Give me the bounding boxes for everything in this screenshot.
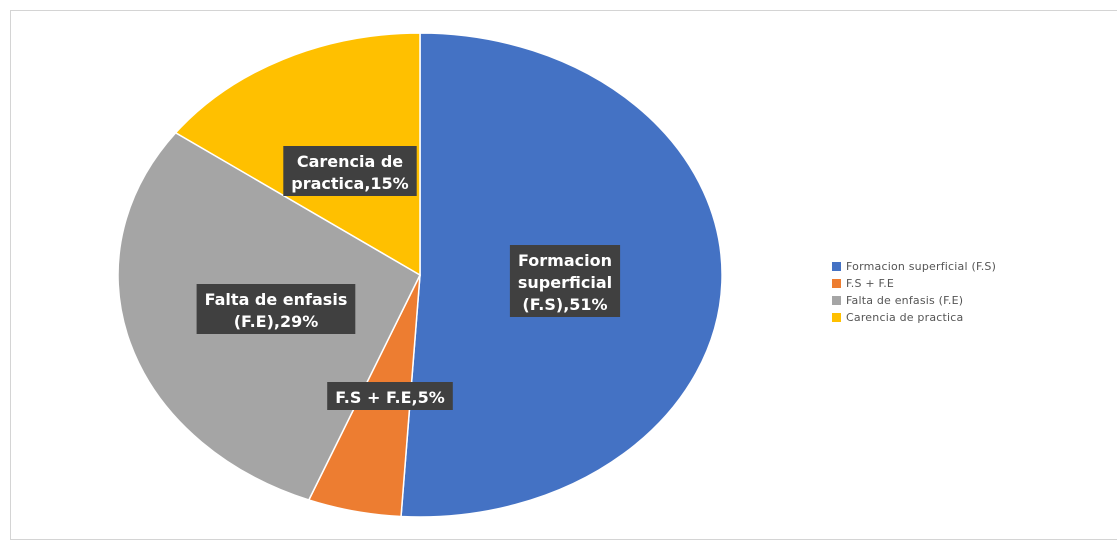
legend-label: Formacion superficial (F.S) <box>846 260 997 273</box>
data-label-box <box>196 284 356 334</box>
legend-swatch <box>832 262 841 271</box>
legend-item-fs-fe: F.S + F.E <box>832 276 1117 291</box>
pie-slices <box>117 32 723 518</box>
data-label-box <box>283 146 417 196</box>
legend-item-formacion-superficial: Formacion superficial (F.S) <box>832 259 1117 274</box>
chart-legend: Formacion superficial (F.S) F.S + F.E Fa… <box>832 259 1117 325</box>
pie-chart: Formacion superficial (F.S),51% F.S + F.E,5… <box>117 32 723 518</box>
data-label-line: superficial <box>518 273 612 292</box>
legend-item-falta-de-enfasis: Falta de enfasis (F.E) <box>832 293 1117 308</box>
data-label-3: Carencia de practica,15% <box>283 146 417 196</box>
legend-label: Carencia de practica <box>846 311 964 324</box>
data-label-box <box>509 245 621 317</box>
data-label-line: Carencia de <box>297 152 403 171</box>
legend-label: F.S + F.E <box>846 277 895 290</box>
data-label-line: Formacion <box>518 251 612 270</box>
data-label-line: (F.S),51% <box>522 295 607 314</box>
data-label-1: F.S + F.E,5% <box>327 382 453 410</box>
legend-label: Falta de enfasis (F.E) <box>846 294 964 307</box>
data-label-line: F.S + F.E,5% <box>335 388 445 407</box>
legend-swatch <box>832 313 841 322</box>
data-label-0: Formacion superficial (F.S),51% <box>509 245 621 317</box>
data-label-box <box>327 382 453 410</box>
legend-swatch <box>832 279 841 288</box>
data-label-line: practica,15% <box>291 174 408 193</box>
data-label-line: (F.E),29% <box>234 312 319 331</box>
pie-data-labels: Formacion superficial (F.S),51% F.S + F.E,5… <box>196 146 621 410</box>
data-label-2: Falta de enfasis (F.E),29% <box>196 284 356 334</box>
legend-swatch <box>832 296 841 305</box>
legend-item-carencia-de-practica: Carencia de practica <box>832 310 1117 325</box>
data-label-line: Falta de enfasis <box>205 290 348 309</box>
